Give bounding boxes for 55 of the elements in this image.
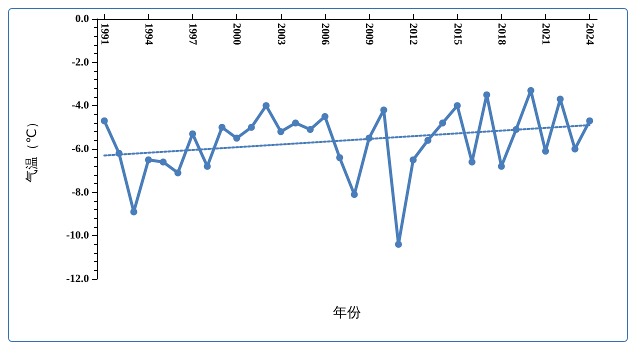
point <box>218 124 226 131</box>
x-tick-label: 1997 <box>186 23 199 46</box>
point <box>116 150 123 157</box>
point <box>144 156 152 164</box>
point <box>571 146 578 152</box>
x-axis-title: 年份 <box>333 305 361 321</box>
point <box>542 148 550 155</box>
point <box>410 156 417 164</box>
point <box>454 102 461 110</box>
x-tick-label: 2000 <box>230 23 243 46</box>
point <box>527 87 534 94</box>
x-tick-label: 1994 <box>142 23 154 46</box>
point <box>306 126 314 133</box>
x-tick-label: 2012 <box>407 23 420 46</box>
point <box>439 120 446 126</box>
point <box>498 162 505 170</box>
point <box>468 158 476 166</box>
point <box>189 130 196 138</box>
point <box>512 126 520 133</box>
point <box>380 106 388 114</box>
point <box>248 124 255 131</box>
point <box>204 162 211 170</box>
y-tick-label: -10.0 <box>66 230 90 242</box>
x-tick-label: 1991 <box>98 23 110 45</box>
point <box>277 128 284 136</box>
point <box>366 134 373 142</box>
point <box>394 240 402 248</box>
y-tick-label: 0.0 <box>75 13 90 25</box>
point <box>350 191 358 198</box>
point <box>586 117 594 124</box>
y-tick-label: -4.0 <box>72 100 90 112</box>
x-tick-label: 2015 <box>451 23 464 46</box>
x-tick-label: 2018 <box>495 23 508 46</box>
x-tick-label: 2024 <box>584 23 596 46</box>
point <box>130 208 138 216</box>
y-tick-label: -6.0 <box>72 143 90 155</box>
y-tick-label: -12.0 <box>66 273 90 285</box>
x-tick-label: 2021 <box>540 23 552 45</box>
point <box>321 113 328 120</box>
y-tick-label: -2.0 <box>72 56 90 68</box>
point <box>336 154 344 162</box>
point <box>262 102 270 110</box>
point <box>174 169 182 176</box>
point <box>424 136 432 144</box>
y-tick-label: -8.0 <box>72 186 90 198</box>
point <box>483 91 490 98</box>
y-axis-title: 气温（℃） <box>25 116 40 182</box>
point <box>160 158 167 166</box>
x-tick-label: 2006 <box>318 23 331 46</box>
point <box>233 134 240 142</box>
point <box>556 96 564 103</box>
point <box>292 120 300 126</box>
x-tick-label: 2009 <box>363 23 376 46</box>
x-tick-label: 2003 <box>274 23 287 46</box>
point <box>100 117 108 124</box>
